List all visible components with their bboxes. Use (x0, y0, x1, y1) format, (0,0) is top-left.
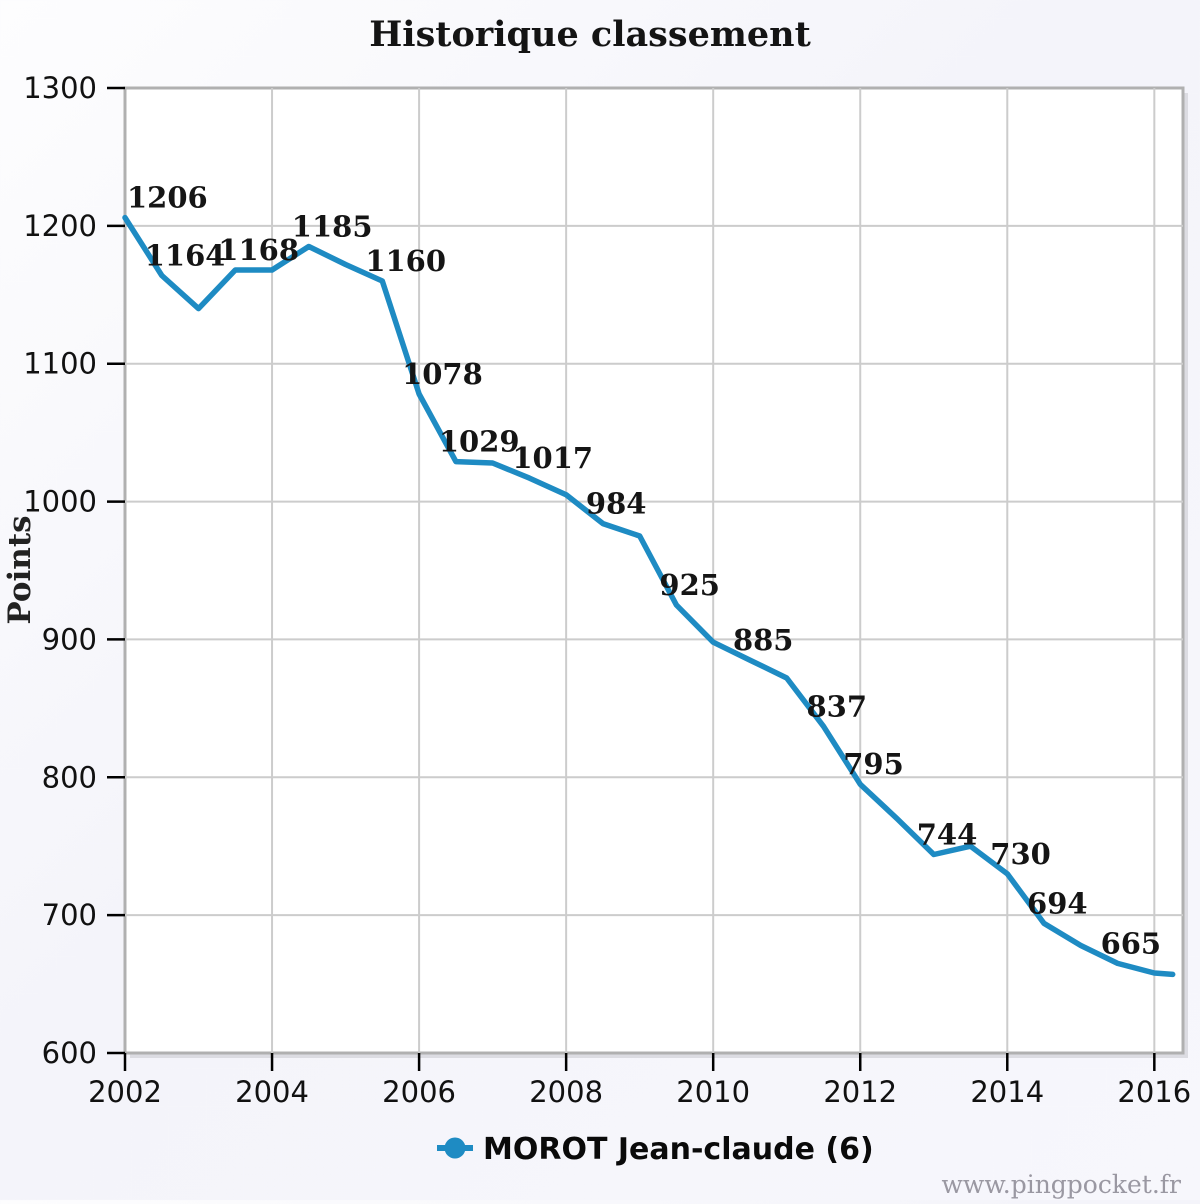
legend-item-morot-jean-claude[interactable]: MOROT Jean-claude (6) (437, 1132, 874, 1167)
data-label-1078: 1078 (402, 357, 483, 391)
chart-title: Historique classement (369, 14, 811, 55)
data-label-1029: 1029 (439, 425, 520, 459)
data-label-1164: 1164 (145, 238, 226, 272)
legend-label: MOROT Jean-claude (6) (483, 1132, 874, 1167)
data-label-665: 665 (1101, 926, 1162, 960)
data-label-837: 837 (806, 689, 867, 723)
y-tick-label-1300: 1300 (23, 71, 97, 105)
data-label-1168: 1168 (218, 233, 299, 267)
data-label-984: 984 (586, 487, 647, 521)
y-tick-label-800: 800 (42, 760, 97, 794)
data-label-1017: 1017 (512, 441, 593, 475)
x-tick-label-2014: 2014 (970, 1075, 1044, 1109)
data-label-1185: 1185 (292, 210, 373, 244)
x-tick-label-2002: 2002 (88, 1075, 162, 1109)
data-label-694: 694 (1027, 886, 1088, 920)
x-tick-label-2004: 2004 (235, 1075, 309, 1109)
data-label-1160: 1160 (365, 244, 446, 278)
data-label-730: 730 (990, 837, 1051, 871)
y-tick-label-900: 900 (42, 622, 97, 656)
y-tick-label-1100: 1100 (23, 347, 97, 381)
legend-marker-icon (444, 1137, 466, 1159)
y-tick-label-700: 700 (42, 898, 97, 932)
x-tick-label-2016: 2016 (1117, 1075, 1191, 1109)
y-axis-title: Points (2, 515, 38, 624)
watermark: www.pingpocket.fr (942, 1170, 1182, 1199)
data-label-885: 885 (733, 623, 794, 657)
series-line-morot-jean-claude (122, 214, 1176, 978)
series-layer (122, 214, 1176, 978)
x-tick-label-2012: 2012 (823, 1075, 897, 1109)
axis-layer: 2002 2004 2006 2008 2010 2012 2014 2016 600 700 80… (23, 71, 1191, 1109)
data-label-795: 795 (843, 747, 904, 781)
y-tick-label-1200: 1200 (23, 209, 97, 243)
y-tick-label-1000: 1000 (23, 485, 97, 519)
x-tick-label-2008: 2008 (529, 1075, 603, 1109)
data-label-1206: 1206 (127, 181, 208, 215)
data-label-925: 925 (659, 568, 720, 602)
x-tick-label-2010: 2010 (676, 1075, 750, 1109)
x-tick-label-2006: 2006 (382, 1075, 456, 1109)
data-label-744: 744 (917, 817, 978, 851)
y-tick-label-600: 600 (42, 1036, 97, 1070)
grid-layer (125, 88, 1183, 1053)
